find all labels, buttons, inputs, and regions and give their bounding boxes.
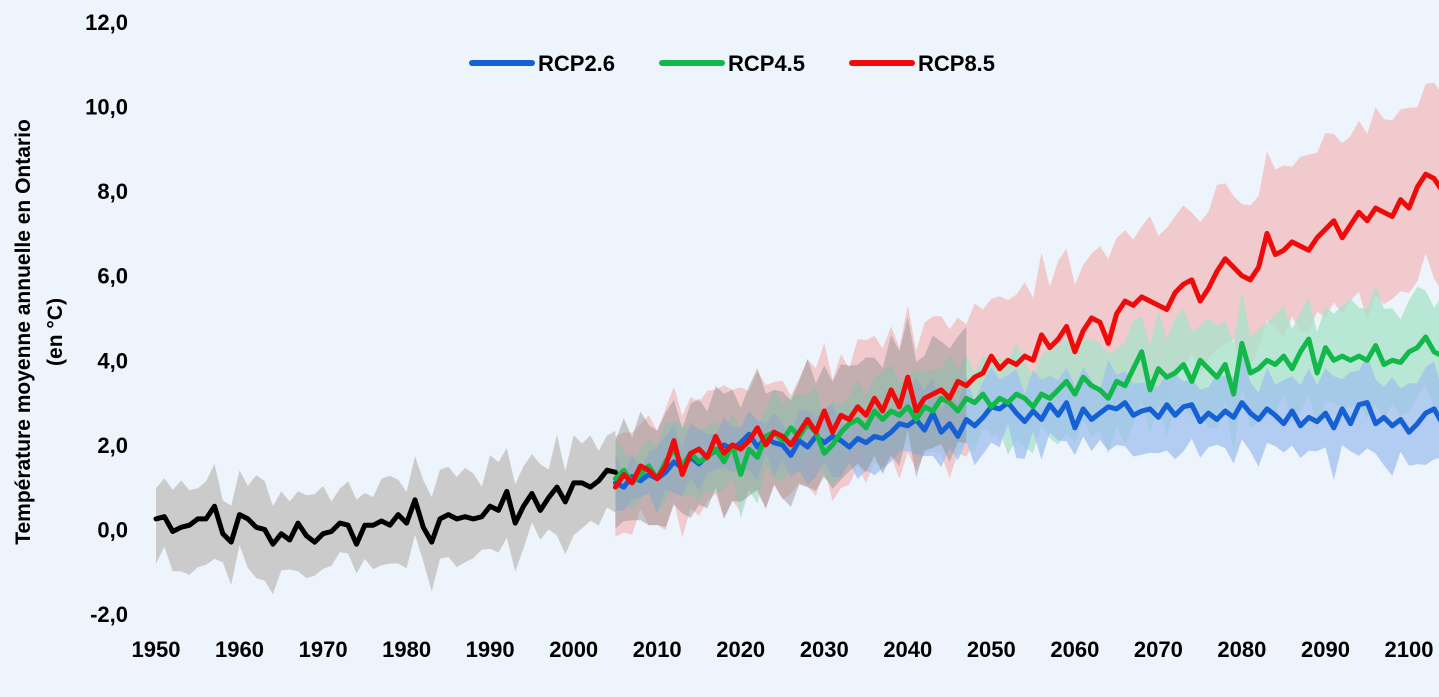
x-axis-ticks: 1950 1960 1970 1980 1990 2000 2010 2020 2030 2040… bbox=[132, 637, 1434, 662]
legend-item-rcp85: RCP8.5 bbox=[849, 51, 995, 76]
x-tick-label: 2040 bbox=[883, 637, 932, 662]
x-tick-label: 2020 bbox=[716, 637, 765, 662]
x-tick-label: 1950 bbox=[132, 637, 181, 662]
x-tick-label: 2060 bbox=[1050, 637, 1099, 662]
x-tick-label: 2070 bbox=[1134, 637, 1183, 662]
series-lines bbox=[153, 171, 1439, 547]
x-tick-label: 2030 bbox=[800, 637, 849, 662]
y-axis-ticks: -2,0 0,0 2,0 4,0 6,0 8,0 10,0 12,0 bbox=[85, 10, 128, 627]
legend: RCP2.6 RCP4.5 RCP8.5 bbox=[469, 51, 995, 76]
band-overlap bbox=[615, 316, 967, 529]
x-tick-label: 1980 bbox=[382, 637, 431, 662]
y-axis-label-group: Température moyenne annuelle en Ontario … bbox=[12, 119, 67, 545]
legend-label: RCP2.6 bbox=[538, 51, 615, 76]
line-rcp85 bbox=[612, 171, 1439, 490]
x-tick-label: 2100 bbox=[1385, 637, 1434, 662]
x-tick-label: 2000 bbox=[549, 637, 598, 662]
legend-label: RCP8.5 bbox=[918, 51, 995, 76]
y-tick-label: 8,0 bbox=[97, 179, 128, 204]
line-rcp45 bbox=[612, 334, 1439, 486]
y-tick-label: -2,0 bbox=[90, 602, 128, 627]
x-tick-label: 1990 bbox=[466, 637, 515, 662]
x-tick-label: 1960 bbox=[215, 637, 264, 662]
legend-item-rcp26: RCP2.6 bbox=[469, 51, 615, 76]
x-tick-label: 2050 bbox=[967, 637, 1016, 662]
x-tick-label: 2080 bbox=[1217, 637, 1266, 662]
x-tick-label: 2010 bbox=[633, 637, 682, 662]
y-tick-label: 0,0 bbox=[97, 517, 128, 542]
y-tick-label: 2,0 bbox=[97, 433, 128, 458]
x-tick-label: 1970 bbox=[299, 637, 348, 662]
line-rcp26 bbox=[612, 400, 1439, 490]
y-tick-label: 10,0 bbox=[85, 95, 128, 120]
uncertainty-bands bbox=[156, 82, 1439, 595]
y-tick-label: 4,0 bbox=[97, 348, 128, 373]
x-tick-label: 2090 bbox=[1301, 637, 1350, 662]
y-axis-unit: (en °C) bbox=[44, 298, 67, 366]
y-axis-label: Température moyenne annuelle en Ontario bbox=[12, 119, 35, 545]
legend-label: RCP4.5 bbox=[728, 51, 805, 76]
y-tick-label: 6,0 bbox=[97, 264, 128, 289]
legend-item-rcp45: RCP4.5 bbox=[659, 51, 805, 76]
band-historique bbox=[156, 431, 616, 595]
line-historique bbox=[153, 467, 618, 547]
y-tick-label: 12,0 bbox=[85, 10, 128, 35]
